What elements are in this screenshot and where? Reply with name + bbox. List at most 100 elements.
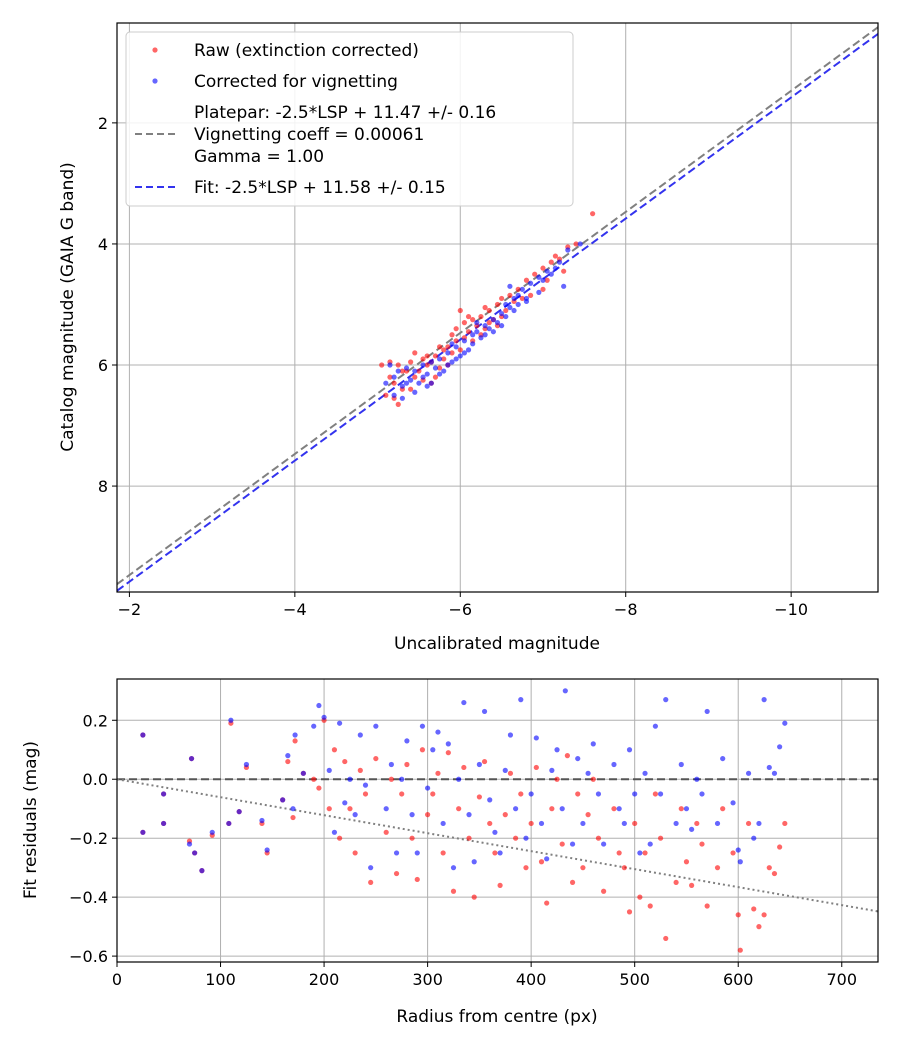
data-point [393, 850, 400, 856]
data-point [399, 368, 405, 374]
residuals-chart: 0 100 200 300 400 500 600 700 0.2 0.0 −0.2 −0.4 −0.… [21, 678, 879, 1027]
data-point [209, 829, 215, 835]
data-point [316, 785, 322, 791]
data-point [441, 347, 447, 353]
data-point [445, 362, 451, 368]
y-tick-label: 8 [98, 477, 108, 496]
data-point [647, 841, 653, 847]
data-point [699, 841, 705, 847]
data-point [476, 761, 482, 768]
data-point [490, 317, 496, 323]
data-point [453, 356, 459, 362]
data-point [430, 791, 436, 797]
data-point [470, 317, 476, 323]
data-point [432, 374, 439, 380]
data-point [561, 268, 567, 274]
data-point [399, 776, 405, 782]
data-point [544, 277, 550, 283]
data-point [440, 850, 446, 856]
data-point [585, 770, 591, 776]
data-point [188, 755, 195, 762]
data-point [507, 770, 514, 776]
data-point [430, 747, 436, 753]
legend-label-gamma: Gamma = 1.00 [194, 147, 324, 167]
data-point [420, 362, 426, 368]
data-point [564, 753, 570, 759]
reference-line [117, 33, 878, 592]
data-point [503, 301, 509, 308]
x-tick-label: 700 [826, 970, 857, 989]
data-point [737, 947, 743, 953]
data-point [590, 741, 596, 747]
data-point [449, 341, 455, 347]
data-point [441, 368, 447, 374]
data-point [511, 307, 517, 314]
data-point [311, 776, 317, 782]
x-tick-label: −8 [614, 600, 638, 619]
data-point [756, 820, 762, 827]
data-point [453, 326, 459, 332]
data-point [538, 820, 545, 827]
data-point [487, 820, 493, 827]
data-point [730, 850, 736, 856]
data-point [403, 365, 410, 371]
data-point [503, 307, 509, 314]
data-point [766, 764, 772, 771]
data-point [642, 770, 648, 776]
x-tick-label: 500 [619, 970, 650, 989]
data-point [456, 806, 462, 812]
y-tick-label: 0.0 [83, 770, 108, 789]
data-point [590, 776, 596, 782]
data-point [399, 791, 405, 797]
data-point [487, 797, 493, 803]
data-point [678, 806, 684, 812]
data-point [580, 820, 586, 827]
data-point [737, 859, 743, 865]
data-point [412, 350, 418, 356]
data-point [387, 362, 393, 368]
data-point [616, 850, 622, 856]
data-point [362, 791, 369, 797]
bottom-axes-frame [116, 678, 879, 963]
data-point [186, 841, 193, 847]
data-point [441, 356, 447, 362]
data-point [490, 329, 496, 335]
data-point [771, 870, 778, 877]
data-point [683, 806, 690, 812]
data-point [436, 344, 443, 350]
data-point [391, 380, 397, 386]
data-point [391, 392, 397, 398]
data-point [626, 747, 633, 753]
data-point [523, 835, 529, 841]
data-point [540, 277, 546, 283]
y-tick-label: 0.2 [83, 711, 108, 730]
data-point [347, 776, 353, 782]
data-point [714, 820, 721, 827]
data-point [424, 383, 430, 389]
top-axes-frame [116, 22, 879, 593]
x-tick-label: 300 [412, 970, 443, 989]
data-point [379, 362, 385, 368]
data-point [140, 829, 146, 835]
data-point [228, 717, 234, 723]
data-point [575, 755, 581, 762]
data-point [337, 720, 343, 726]
data-point [409, 812, 415, 818]
data-point [292, 732, 298, 738]
y-tick-label: −0.6 [69, 947, 108, 966]
data-point [663, 697, 669, 703]
data-point [573, 241, 579, 247]
data-point [300, 770, 306, 776]
data-point [478, 335, 484, 341]
data-point [766, 865, 772, 871]
top-y-ticks: 2 4 6 8 [98, 114, 117, 496]
y-tick-label: −0.2 [69, 829, 108, 848]
data-point [482, 323, 488, 329]
data-point [474, 320, 480, 326]
data-point [404, 761, 410, 768]
legend-label-vignetting: Vignetting coeff = 0.00061 [194, 125, 424, 145]
data-point [160, 791, 167, 797]
data-point [540, 286, 546, 292]
data-point [486, 326, 492, 332]
data-point [326, 767, 332, 773]
